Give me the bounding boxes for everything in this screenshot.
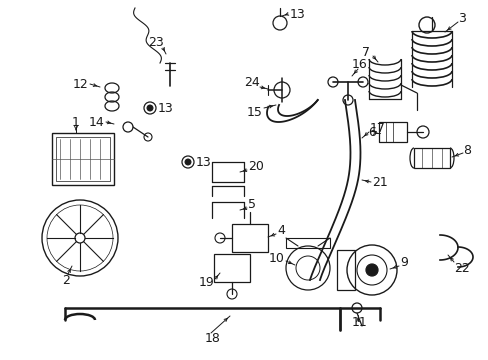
Bar xyxy=(231,224,267,252)
Text: 3: 3 xyxy=(457,12,465,24)
Bar xyxy=(52,133,114,185)
Text: 2: 2 xyxy=(62,274,70,287)
Text: 13: 13 xyxy=(158,102,173,114)
Text: 11: 11 xyxy=(351,316,367,329)
Text: 16: 16 xyxy=(351,58,367,72)
Text: 7: 7 xyxy=(361,45,369,58)
Bar xyxy=(413,148,449,168)
Bar xyxy=(214,254,249,282)
Text: 22: 22 xyxy=(453,261,469,274)
Text: 10: 10 xyxy=(268,252,285,265)
Text: 18: 18 xyxy=(204,332,221,345)
Text: 19: 19 xyxy=(198,276,214,289)
Text: 13: 13 xyxy=(289,8,305,21)
Text: 5: 5 xyxy=(247,198,256,211)
Text: 17: 17 xyxy=(369,122,385,135)
Text: 13: 13 xyxy=(196,156,211,168)
Text: 8: 8 xyxy=(462,144,470,157)
Text: 23: 23 xyxy=(148,36,163,49)
Circle shape xyxy=(184,159,191,165)
Text: 21: 21 xyxy=(371,175,387,189)
Text: 9: 9 xyxy=(399,256,407,269)
Text: 1: 1 xyxy=(72,116,80,129)
Text: 6: 6 xyxy=(367,126,375,139)
Circle shape xyxy=(365,264,377,276)
Circle shape xyxy=(147,105,153,111)
Text: 4: 4 xyxy=(276,224,285,237)
Bar xyxy=(56,137,110,181)
Text: 15: 15 xyxy=(246,105,263,118)
Text: 12: 12 xyxy=(72,77,88,90)
Text: 20: 20 xyxy=(247,159,264,172)
Bar xyxy=(336,250,354,290)
Text: 24: 24 xyxy=(244,77,260,90)
Text: 14: 14 xyxy=(88,116,104,129)
Bar xyxy=(285,238,329,248)
Bar xyxy=(378,122,406,142)
